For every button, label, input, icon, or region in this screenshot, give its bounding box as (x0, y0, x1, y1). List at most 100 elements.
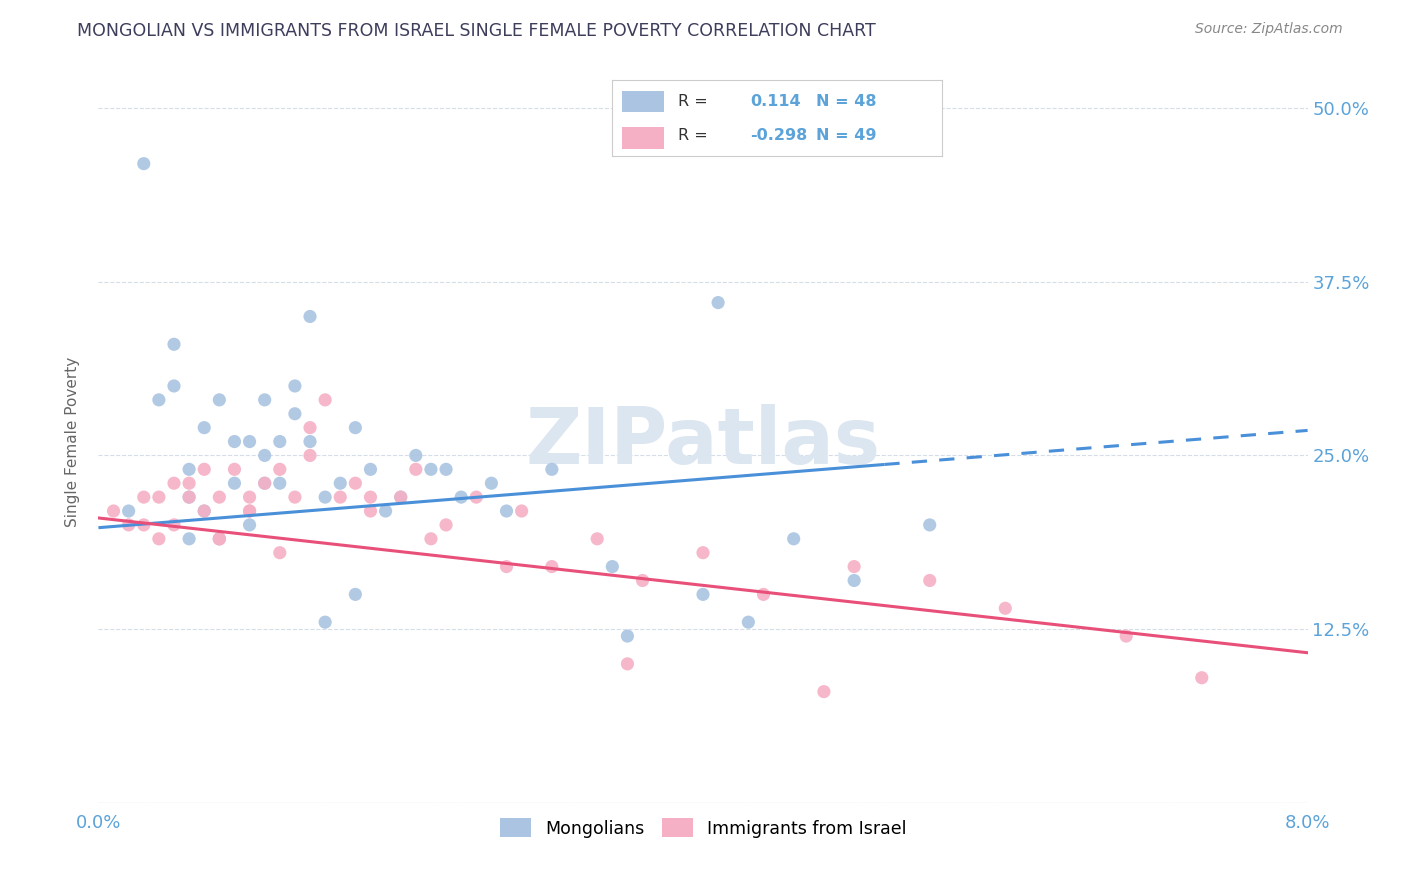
Point (193, 504, 215, 518)
Point (450, 490, 472, 504)
Point (208, 532, 231, 546)
Point (208, 532, 231, 546)
Point (284, 407, 307, 421)
Text: 0.114: 0.114 (751, 94, 801, 109)
Point (405, 449, 427, 463)
Point (224, 462, 246, 476)
Point (344, 420, 367, 434)
Point (314, 392, 336, 407)
Point (631, 574, 654, 588)
Point (299, 310, 322, 324)
Text: ZIPatlas: ZIPatlas (526, 403, 880, 480)
Point (179, 532, 201, 546)
Text: R =: R = (678, 128, 707, 143)
Point (208, 532, 231, 546)
Point (344, 587, 367, 601)
Point (510, 504, 533, 518)
Point (179, 490, 201, 504)
Point (420, 462, 443, 476)
Point (434, 517, 457, 532)
Point (179, 476, 201, 491)
Point (360, 462, 382, 476)
Text: -0.298: -0.298 (751, 128, 807, 143)
Point (193, 504, 215, 518)
Point (389, 490, 412, 504)
Text: R =: R = (678, 94, 707, 109)
Point (224, 434, 246, 449)
Point (1191, 671, 1213, 685)
Text: N = 49: N = 49 (817, 128, 877, 143)
Point (918, 574, 941, 588)
Text: Source: ZipAtlas.com: Source: ZipAtlas.com (1195, 22, 1343, 37)
Point (269, 462, 291, 476)
Point (329, 490, 352, 504)
Point (465, 490, 488, 504)
Point (132, 517, 155, 532)
Point (481, 476, 503, 491)
Point (239, 434, 262, 449)
Point (148, 532, 170, 546)
Point (616, 657, 638, 671)
Point (540, 559, 562, 574)
Point (783, 532, 806, 546)
Point (179, 462, 201, 476)
Text: N = 48: N = 48 (817, 94, 877, 109)
Point (752, 587, 775, 601)
Point (344, 476, 367, 491)
Point (495, 559, 517, 574)
Point (103, 504, 125, 518)
Point (737, 615, 759, 630)
Text: MONGOLIAN VS IMMIGRANTS FROM ISRAEL SINGLE FEMALE POVERTY CORRELATION CHART: MONGOLIAN VS IMMIGRANTS FROM ISRAEL SING… (77, 22, 876, 40)
Point (360, 490, 382, 504)
Point (239, 504, 262, 518)
Point (692, 546, 714, 560)
Point (132, 490, 155, 504)
Point (329, 476, 352, 491)
Point (616, 629, 638, 643)
Point (239, 517, 262, 532)
Point (269, 546, 291, 560)
Point (239, 504, 262, 518)
Point (269, 434, 291, 449)
Point (405, 462, 427, 476)
Point (374, 504, 396, 518)
Bar (621, 128, 665, 149)
Point (844, 574, 866, 588)
Point (193, 462, 215, 476)
Point (813, 684, 835, 698)
Point (163, 476, 186, 491)
Point (586, 532, 609, 546)
Point (284, 490, 307, 504)
Point (253, 449, 276, 463)
Point (360, 504, 382, 518)
Point (389, 490, 412, 504)
Point (224, 476, 246, 491)
Point (208, 392, 231, 407)
Bar (621, 91, 665, 112)
Point (994, 601, 1017, 615)
Point (132, 156, 155, 170)
Legend: Mongolians, Immigrants from Israel: Mongolians, Immigrants from Israel (494, 812, 912, 845)
Point (163, 517, 186, 532)
Point (495, 504, 517, 518)
Point (692, 587, 714, 601)
Point (253, 392, 276, 407)
Point (193, 420, 215, 434)
Point (420, 532, 443, 546)
Point (148, 392, 170, 407)
Point (707, 295, 730, 310)
Point (239, 490, 262, 504)
Point (163, 337, 186, 351)
Point (253, 476, 276, 491)
Point (602, 559, 624, 574)
Point (284, 379, 307, 393)
Point (434, 462, 457, 476)
Point (269, 476, 291, 491)
Point (299, 449, 322, 463)
Y-axis label: Single Female Poverty: Single Female Poverty (65, 357, 80, 526)
Point (118, 504, 141, 518)
Point (540, 462, 562, 476)
Point (179, 490, 201, 504)
Point (314, 490, 336, 504)
Point (299, 420, 322, 434)
